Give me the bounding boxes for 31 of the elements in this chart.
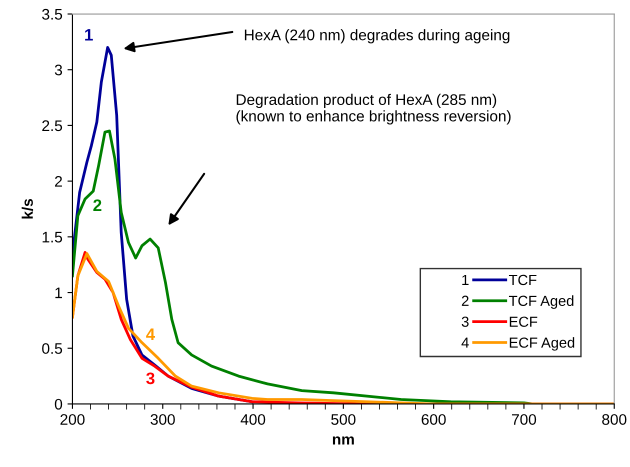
annotation: 3 — [146, 372, 154, 384]
x-tick-label: 700 — [512, 414, 536, 425]
annotation: HexA (240 nm) degrades during ageing — [244, 29, 510, 44]
legend-label: ECF Aged — [510, 337, 574, 351]
annotation: 2 — [93, 199, 102, 211]
y-tick-label: 1.5 — [42, 232, 62, 243]
y-tick-label: 0 — [54, 398, 62, 410]
text: 3 — [462, 316, 469, 327]
x-axis-title: nm — [332, 436, 354, 445]
legend-label: TCF Aged — [508, 295, 574, 309]
x-tick-label: 800 — [602, 414, 626, 425]
x-tick-label: 600 — [422, 414, 446, 425]
y-tick-label: 0.5 — [42, 343, 62, 354]
x-tick-label: 300 — [150, 414, 175, 425]
x-tick-label: 200 — [60, 414, 85, 425]
y-tick-label: 1 — [55, 288, 62, 298]
x-tick-label: 400 — [240, 414, 266, 425]
legend-label: TCF — [508, 274, 536, 286]
legend-label: ECF — [510, 316, 538, 327]
y-axis-title: k/s — [22, 198, 34, 219]
annotation: 1 — [85, 29, 93, 41]
text: 4 — [461, 338, 469, 348]
x-tick-label: 500 — [331, 414, 356, 425]
text: 1 — [462, 274, 469, 285]
text: 2 — [462, 296, 469, 306]
y-tick-label: 2 — [55, 176, 62, 187]
annotation: Degradation product of HexA (285 nm) (known to enhance brightness reversion) — [236, 94, 511, 125]
y-tick-label: 2.5 — [42, 120, 62, 132]
y-tick-label: 3.5 — [42, 8, 62, 20]
y-tick-label: 3 — [54, 64, 62, 76]
annotation: 4 — [146, 328, 156, 340]
